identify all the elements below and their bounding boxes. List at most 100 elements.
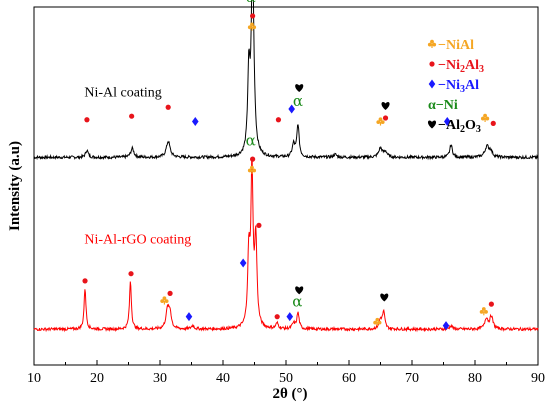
club-stem [379,121,382,126]
legend-entry-4: −Al2O3 [427,118,481,135]
club-leaf [247,25,252,30]
peak-marker-heart [380,293,389,302]
peak-marker-alpha: α [293,92,303,110]
legend-text: α−Ni [428,98,458,113]
club-leaf [164,299,169,304]
peak-marker-diamond [239,258,247,268]
club-leaf [375,317,380,322]
peak-marker-circle [84,117,90,123]
legend-entry-3: α−Ni [428,98,458,113]
series-label-0: Ni-Al coating [84,86,161,101]
x-tick-label: 60 [342,371,356,386]
legend-symbol-heart [427,120,437,129]
peak-marker-alpha: α [292,292,302,310]
legend-symbol-diamond [428,79,436,89]
marker-layer: α α α α [82,0,496,331]
club-leaf [252,168,257,173]
peak-marker-circle [250,13,256,19]
x-tick-label: 20 [90,371,104,386]
peak-marker-club [480,113,490,122]
x-tick-label: 10 [27,371,41,386]
peak-marker-club [247,165,257,174]
peak-marker-heart [295,286,304,295]
club-leaf [252,25,257,30]
x-tick-label: 50 [279,371,293,386]
legend-text: −NiAl [438,38,474,53]
series-layer [33,0,539,333]
club-stem [251,169,253,174]
legend-entry-1: −Ni2Al3 [429,58,484,75]
peak-marker-circle [129,113,135,119]
club-stem [251,26,253,31]
club-stem [431,44,433,48]
club-leaf [479,310,484,314]
peak-marker-circle [275,117,282,123]
legend-symbol-circle [429,61,435,67]
club-leaf [485,116,490,121]
peak-marker-circle [382,115,389,121]
peak-marker-diamond [191,117,199,127]
peak-marker-circle [274,314,280,320]
x-tick-label: 70 [405,371,419,386]
y-axis-label: Intensity (a.u) [7,141,23,231]
club-leaf [160,299,165,304]
peak-marker-diamond [288,104,295,114]
series-label-1: Ni-Al-rGO coating [84,232,191,247]
club-leaf [481,307,486,311]
legend-text: −Ni2Al3 [438,58,484,75]
club-leaf [432,42,437,47]
annotation-layer: Ni-Al coating Ni-Al-rGO coating [84,86,191,248]
peak-marker-heart [381,102,390,110]
x-tick-label: 90 [531,371,545,386]
peak-marker-club [373,317,382,327]
peak-marker-circle [256,222,262,228]
peak-marker-circle [250,156,256,162]
peak-marker-circle [167,290,173,296]
club-leaf [378,117,383,122]
plot-frame [33,6,539,366]
peak-marker-circle [165,104,171,110]
x-tick-label: 40 [216,371,230,386]
peak-marker-diamond [286,312,294,322]
peak-marker-circle [488,301,494,307]
club-stem [484,117,486,122]
club-leaf [377,320,382,325]
legend-text: −Al2O3 [438,118,481,135]
peak-marker-club [376,117,385,126]
peak-marker-club [160,296,169,305]
club-leaf [380,120,385,125]
club-leaf [427,42,432,47]
club-stem [483,311,485,316]
club-leaf [484,310,488,314]
club-leaf [250,22,254,27]
peak-marker-diamond [442,321,450,331]
peak-marker-club [247,22,257,31]
club-leaf [376,120,381,125]
peak-marker-diamond [443,117,451,127]
legend-entry-2: −Ni3Al [428,78,479,95]
x-tick-label: 80 [468,371,482,386]
club-leaf [373,320,378,325]
club-leaf [247,168,252,173]
peak-marker-circle [82,278,88,284]
peak-marker-circle [128,271,134,277]
club-stem [376,322,378,327]
series-line-0 [33,0,539,161]
legend-text: −Ni3Al [438,78,479,95]
x-tick-label: 30 [153,371,167,386]
club-leaf [480,116,485,121]
peak-marker-alpha: α [246,131,256,149]
plot-border [33,6,539,366]
axis-layer: 10 20 30 40 50 60 70 80 90 [27,360,545,386]
club-stem [163,300,166,305]
club-leaf [162,296,167,301]
peak-marker-club [479,307,488,316]
legend-symbol-club [427,39,437,48]
club-leaf [483,113,487,118]
club-leaf [250,165,254,170]
x-axis-label: 2θ (°) [272,386,307,402]
peak-marker-diamond [185,312,193,322]
legend-entry-0: −NiAl [427,38,474,53]
peak-marker-circle [490,120,496,126]
